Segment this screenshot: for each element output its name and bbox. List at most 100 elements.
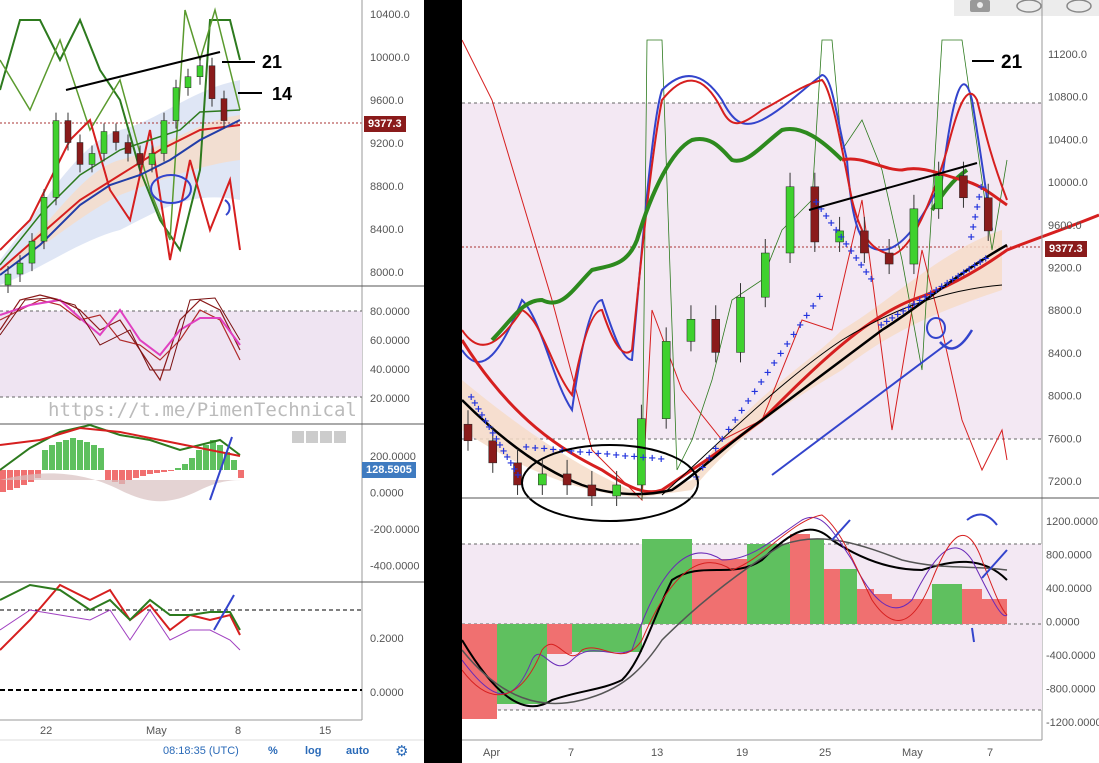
- left-macd-tag: 128.5905: [362, 462, 416, 478]
- macd-tick-label: -200.0000: [370, 524, 420, 536]
- sar-marker: +: [744, 396, 752, 407]
- candle: [160, 120, 168, 154]
- rsi-tick-label: 0.2000: [370, 633, 404, 645]
- candle: [934, 175, 943, 210]
- macd-bar: [42, 450, 48, 470]
- cloud-upload-icon[interactable]: [1066, 0, 1092, 13]
- sar-marker: +: [705, 453, 713, 464]
- sar-marker: +: [474, 404, 482, 415]
- sar-marker: +: [796, 320, 804, 331]
- macd-bar: [161, 470, 167, 472]
- sar-marker: +: [764, 368, 772, 379]
- macd-bar: [49, 445, 55, 470]
- sar-marker: +: [862, 267, 870, 278]
- macd-bar: [217, 445, 223, 470]
- sar-marker: +: [888, 313, 896, 324]
- macd-bar: [112, 470, 118, 482]
- price-tick-label: 8400.0: [370, 224, 404, 236]
- candle: [661, 341, 671, 419]
- stoch-tick-label: 80.0000: [370, 306, 410, 318]
- sar-marker: +: [867, 274, 875, 285]
- sar-marker: +: [927, 289, 935, 300]
- left-price-tag: 9377.3: [364, 116, 406, 132]
- macd-bar: [168, 470, 174, 471]
- sar-marker: +: [712, 444, 720, 455]
- log-button[interactable]: log: [305, 745, 322, 757]
- camera-icon[interactable]: [970, 0, 990, 12]
- macd-bar: [196, 450, 202, 470]
- macd-tick-label: 200.0000: [370, 451, 416, 463]
- price-tick-label: 9600.0: [1048, 220, 1082, 232]
- osc-tick-label: 0.0000: [1046, 617, 1080, 629]
- sar-marker: +: [971, 261, 979, 272]
- candle: [835, 230, 844, 243]
- sar-marker: +: [496, 440, 504, 451]
- price-tick-label: 10400.0: [370, 9, 410, 21]
- candle: [208, 65, 216, 99]
- pane-toolbar[interactable]: [292, 431, 346, 443]
- clock: 08:18:35 (UTC): [163, 745, 239, 757]
- sar-marker: +: [540, 444, 548, 455]
- sar-marker: +: [973, 202, 981, 213]
- osc-bar: [892, 599, 932, 624]
- price-tick-label: 8000.0: [370, 267, 404, 279]
- sar-marker: +: [938, 282, 946, 293]
- time-tick-label: 13: [651, 747, 663, 759]
- price-tick-label: 9200.0: [1048, 263, 1082, 275]
- sar-marker: +: [777, 349, 785, 360]
- sar-marker: +: [832, 225, 840, 236]
- osc-bar: [572, 624, 642, 652]
- sar-marker: +: [489, 428, 497, 439]
- candle: [513, 462, 522, 486]
- time-tick-label: 25: [819, 747, 831, 759]
- price-tick-label: 8800.0: [1048, 305, 1082, 317]
- settings-gear-icon[interactable]: ⚙: [395, 743, 409, 760]
- white-box: [256, 200, 288, 224]
- price-tick-label: 11200.0: [1048, 49, 1087, 61]
- percent-button[interactable]: %: [268, 745, 278, 757]
- price-tick-label: 10400.0: [1048, 134, 1088, 146]
- osc-tick-label: -1200.0000: [1046, 717, 1099, 729]
- sar-marker: +: [585, 448, 593, 459]
- price-tick-label: 8800.0: [370, 181, 404, 193]
- candle: [124, 142, 132, 154]
- sar-marker: +: [639, 452, 647, 463]
- left-annotation-21: 21: [262, 52, 282, 72]
- sar-marker: +: [954, 271, 962, 282]
- osc-bar: [497, 624, 547, 704]
- macd-bar: [231, 460, 237, 470]
- candle: [562, 473, 572, 486]
- sar-marker: +: [725, 425, 733, 436]
- sar-marker: +: [899, 306, 907, 317]
- sar-marker: +: [648, 453, 656, 464]
- right-annotation-21: 21: [1001, 52, 1023, 73]
- time-tick-label: May: [902, 747, 923, 759]
- time-tick-label: May: [146, 725, 167, 737]
- osc-tick-label: -800.0000: [1046, 684, 1096, 696]
- candle: [860, 230, 869, 254]
- macd-bar: [91, 445, 97, 470]
- sar-marker: +: [467, 392, 475, 403]
- candle: [612, 484, 621, 497]
- candle: [686, 319, 696, 342]
- macd-bar: [203, 445, 209, 470]
- sar-marker: +: [603, 449, 611, 460]
- sar-marker: +: [817, 204, 825, 215]
- candle: [64, 120, 72, 143]
- macd-tick-label: 0.0000: [370, 488, 404, 500]
- candle: [884, 252, 894, 265]
- price-tick-label: 7200.0: [1048, 476, 1082, 488]
- sar-marker: +: [630, 452, 638, 463]
- price-tick-label: 7600.0: [1048, 433, 1082, 445]
- candle: [785, 186, 795, 254]
- cloud-download-icon[interactable]: [1016, 0, 1042, 13]
- sar-marker: +: [657, 454, 665, 465]
- sar-marker: +: [478, 410, 486, 421]
- sar-marker: +: [514, 470, 522, 481]
- candle: [488, 440, 498, 464]
- candle: [538, 473, 547, 486]
- right-chart-svg: +++++++++++++++ + + + + + + + + + + + + + + +++++++++++…: [462, 0, 1099, 759]
- auto-button[interactable]: auto: [346, 745, 370, 757]
- osc-bar: [840, 569, 857, 624]
- macd-bar: [77, 440, 83, 470]
